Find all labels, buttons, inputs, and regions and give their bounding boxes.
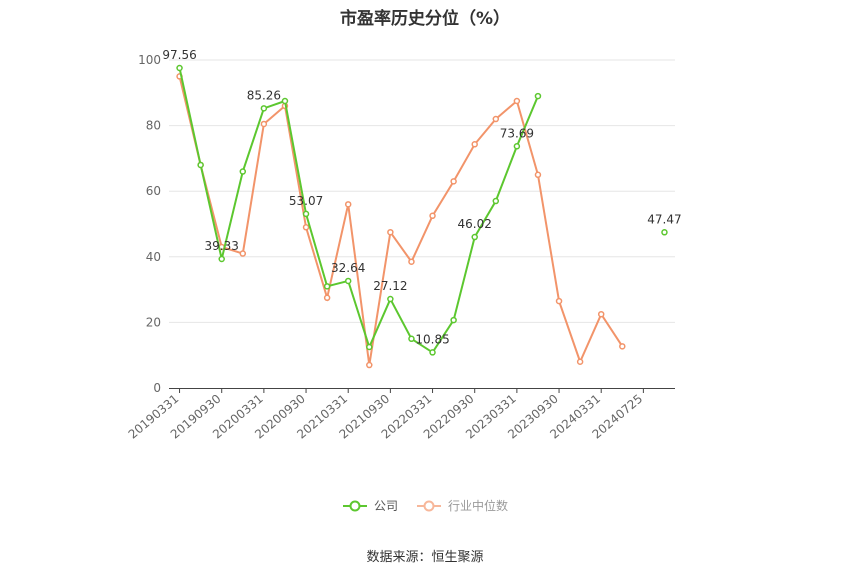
data-point — [387, 228, 394, 236]
data-label: 97.56 — [162, 48, 196, 62]
series-lines — [176, 64, 668, 369]
data-point — [513, 97, 521, 105]
y-tick-label: 40 — [146, 250, 161, 264]
data-point — [576, 358, 584, 366]
data-point — [492, 197, 500, 205]
data-point — [429, 349, 436, 356]
data-point — [197, 161, 204, 169]
data-point — [323, 283, 331, 290]
data-point — [408, 335, 415, 343]
data-label: 10.85 — [415, 332, 449, 346]
data-point — [218, 255, 225, 263]
data-point — [534, 92, 542, 100]
y-tick-label: 20 — [146, 315, 161, 329]
legend: 公司 行业中位数 — [0, 497, 850, 514]
data-labels: 97.56 39.33 85.26 53.07 32.64 27.12 10.85 46.02… — [162, 48, 681, 346]
data-point — [366, 343, 373, 351]
legend-company-icon — [342, 500, 367, 511]
legend-item-industry-median[interactable]: 行业中位数 — [416, 497, 508, 514]
data-point — [661, 229, 668, 236]
data-label: 39.33 — [205, 239, 239, 253]
data-label: 53.07 — [289, 194, 323, 208]
data-label: 47.47 — [647, 212, 681, 226]
data-point — [471, 141, 478, 148]
chart-title: 市盈率历史分位（%） — [339, 9, 511, 29]
data-point — [408, 258, 415, 265]
data-point — [450, 316, 457, 324]
y-tick-label: 60 — [146, 184, 161, 198]
data-point — [281, 97, 289, 105]
data-point — [323, 294, 331, 302]
legend-industry-label: 行业中位数 — [448, 499, 509, 513]
data-point — [492, 115, 500, 123]
data-point — [302, 210, 310, 218]
legend-item-company[interactable]: 公司 — [342, 497, 398, 514]
data-point — [302, 224, 310, 231]
data-label: 32.64 — [331, 261, 365, 275]
data-point — [513, 143, 521, 150]
data-point — [260, 120, 268, 128]
data-point — [555, 297, 563, 305]
data-point — [619, 343, 626, 350]
data-point — [344, 201, 352, 208]
y-tick-label: 0 — [153, 381, 161, 395]
legend-industry-icon — [417, 500, 441, 511]
data-point — [471, 233, 478, 241]
data-point — [366, 361, 373, 369]
data-point — [534, 171, 542, 179]
data-point — [387, 295, 394, 303]
data-label: 73.69 — [500, 126, 534, 140]
data-point — [239, 168, 247, 175]
y-tick-label: 80 — [146, 119, 161, 133]
data-label: 27.12 — [373, 279, 407, 293]
data-point — [344, 277, 352, 285]
data-source: 数据来源：恒生聚源 — [366, 550, 484, 565]
data-point — [239, 250, 247, 257]
data-label: 85.26 — [247, 88, 281, 102]
legend-company-label: 公司 — [373, 499, 398, 513]
y-tick-label: 100 — [138, 53, 161, 67]
data-point — [260, 105, 268, 112]
series-line-0 — [178, 67, 539, 354]
gridlines — [169, 59, 675, 323]
data-label: 46.02 — [458, 217, 492, 231]
series-line-1 — [178, 76, 624, 366]
data-point — [597, 310, 605, 318]
data-point — [450, 178, 457, 185]
data-point — [176, 64, 183, 72]
data-point — [429, 212, 436, 220]
